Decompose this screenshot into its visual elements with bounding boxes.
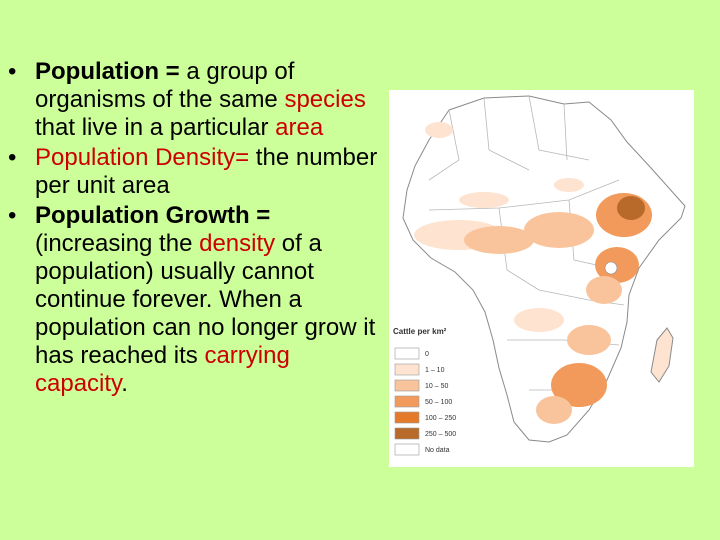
bullet-text-part: Population Growth = (35, 202, 271, 229)
legend-title: Cattle per km² (393, 327, 447, 336)
legend-swatch (394, 395, 420, 408)
africa-map-svg: Cattle per km² 0 1 – 10 10 – 50 50 – 100 100… (393, 95, 686, 456)
bullet-marker: • (8, 58, 17, 85)
bullet-text-part: . (121, 370, 128, 397)
bullet-item: • Population Density= the number per unit… (8, 144, 378, 200)
legend-swatch (394, 443, 420, 456)
legend-label: 0 (425, 351, 429, 358)
legend-swatch (394, 363, 420, 376)
bullet-text-part: species (284, 86, 366, 113)
madagascar-shape (650, 327, 674, 383)
bullet-list: • Population = a group of organisms of th… (8, 58, 378, 400)
bullet-text-part: area (275, 114, 324, 141)
legend-label: No data (425, 447, 450, 454)
bullet-text-part: Population = (35, 58, 187, 85)
bullet-item: • Population = a group of organisms of th… (8, 58, 378, 142)
legend-label: 250 – 500 (425, 431, 456, 438)
legend-label: 50 – 100 (425, 399, 452, 406)
legend-swatch (394, 379, 420, 392)
bullet-marker: • (8, 144, 17, 171)
bullet-item: • Population Growth = (increasing the den… (8, 202, 378, 398)
bullet-text-part: that live in a particular (35, 114, 276, 141)
bullet-text-part: a group of organisms of the same (35, 58, 295, 113)
bullet-marker: • (8, 202, 17, 229)
bullet-text-part: Population Density= (35, 144, 250, 171)
bullet-text-part: density (199, 230, 276, 257)
bullet-text-part: (increasing the (35, 230, 200, 257)
legend-swatch (394, 411, 420, 424)
bullet-text-part: of a population) usually cannot continue… (35, 230, 376, 369)
legend-swatch (394, 427, 420, 440)
cattle-density-map: Cattle per km² 0 1 – 10 10 – 50 50 – 100 100… (389, 90, 694, 467)
legend-label: 100 – 250 (425, 415, 456, 422)
legend-swatch (394, 347, 420, 360)
legend-label: 10 – 50 (425, 383, 448, 390)
density-patches (414, 122, 652, 424)
map-legend: Cattle per km² 0 1 – 10 10 – 50 50 – 100 100… (393, 327, 456, 456)
bullet-text-part: the number per unit area (35, 144, 378, 199)
legend-label: 1 – 10 (425, 367, 445, 374)
africa-continent-shape (402, 95, 686, 443)
bullet-text-part: carrying capacity (35, 342, 290, 397)
